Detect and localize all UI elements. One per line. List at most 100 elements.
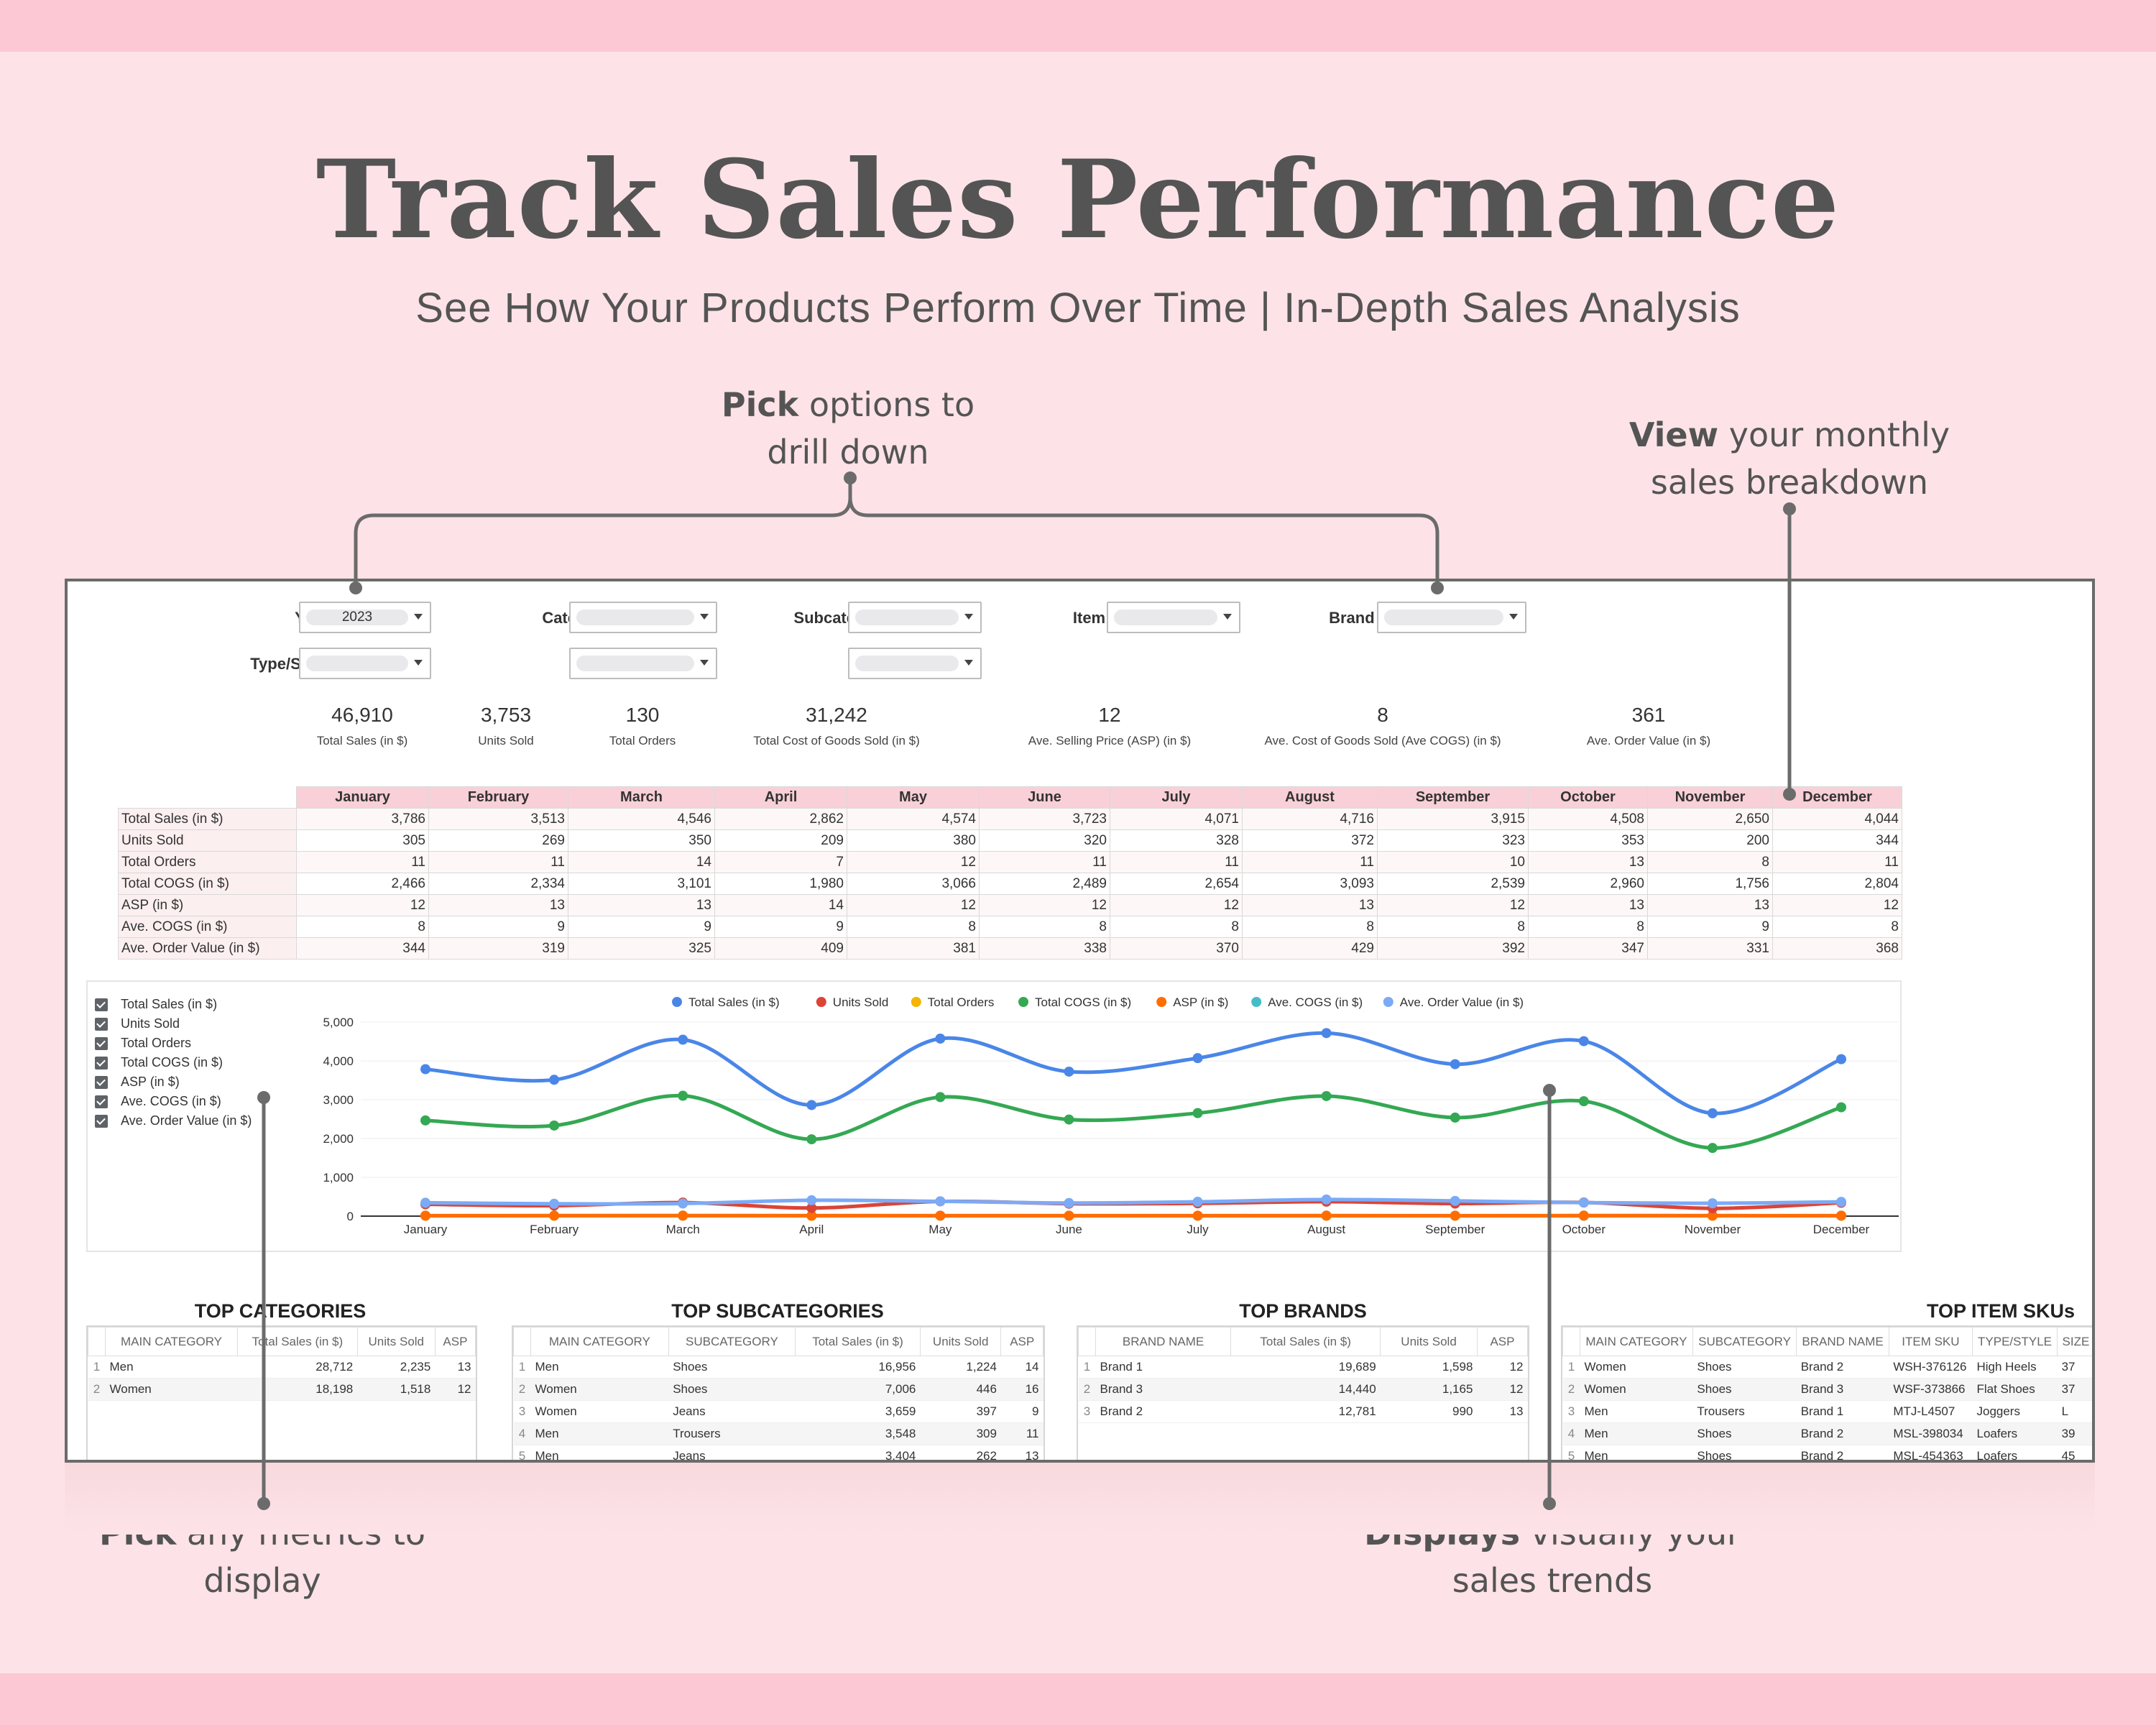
row-index: 5 — [1562, 1445, 1580, 1460]
metric-checkbox[interactable]: Ave. COGS (in $) — [95, 1092, 252, 1111]
select-value — [1384, 610, 1503, 625]
category-select[interactable] — [569, 602, 717, 633]
column-header: MAIN CATEGORY — [1580, 1327, 1693, 1356]
brand-name-select[interactable] — [1377, 602, 1526, 633]
table-cell: 1,518 — [357, 1378, 436, 1401]
select-value — [855, 610, 959, 625]
data-point — [935, 1092, 946, 1103]
table-cell: 10 — [1377, 851, 1529, 873]
callout-text: your monthly — [1718, 415, 1950, 454]
metric-checkbox[interactable]: Total Sales (in $) — [95, 995, 252, 1014]
column-header: Total Sales (in $) — [1230, 1327, 1381, 1356]
table-cell: 13 — [568, 894, 715, 916]
size-select[interactable] — [569, 648, 717, 679]
data-point — [1321, 1028, 1332, 1039]
series-line — [425, 1197, 1842, 1206]
table-row: Total COGS (in $) 2,466 2,334 3,101 1,980 3,0… — [118, 873, 1902, 895]
data-point — [549, 1075, 560, 1085]
table-cell: Jeans — [668, 1445, 796, 1460]
table-cell: Bla — [2094, 1401, 2095, 1423]
table-cell: 8 — [1377, 916, 1529, 938]
top-item-skus-table-wrap: MAIN CATEGORY SUBCATEGORY BRAND NAME ITEM S… — [1561, 1325, 2095, 1460]
top-subcategories-table: MAIN CATEGORY SUBCATEGORY Total Sales (in … — [513, 1327, 1044, 1460]
checkbox-checked-icon[interactable] — [95, 1114, 108, 1128]
data-point — [1578, 1036, 1589, 1046]
table-cell: Brand 2 — [1796, 1445, 1889, 1460]
row-label: Total Orders — [118, 851, 297, 873]
checkbox-checked-icon[interactable] — [95, 1075, 108, 1089]
legend-swatch — [911, 997, 921, 1007]
checkbox-checked-icon[interactable] — [95, 1056, 108, 1070]
callout-text: display — [203, 1561, 321, 1600]
year-select[interactable]: 2023 — [299, 602, 431, 633]
table-cell: Men — [530, 1422, 669, 1445]
headline: Track Sales Performance — [315, 137, 1841, 263]
data-point — [935, 1210, 946, 1221]
row-label: ASP (in $) — [118, 894, 297, 916]
table-cell: 3,093 — [1242, 873, 1378, 895]
table-row: 2 Brand 3 14,440 1,165 12 — [1078, 1378, 1528, 1401]
table-cell: Men — [530, 1445, 669, 1460]
top-categories-title: TOP CATEGORIES — [194, 1300, 367, 1322]
table-cell: 309 — [920, 1422, 1001, 1445]
table-row: 2 Women Shoes Brand 3 WSF-373866 Flat Shoes 37… — [1562, 1378, 2092, 1401]
table-row: 3 Brand 2 12,781 990 13 — [1078, 1400, 1528, 1423]
metric-checkbox[interactable]: Total COGS (in $) — [95, 1053, 252, 1072]
type-style-select[interactable] — [299, 648, 431, 679]
column-header: SUBCATEGORY — [1692, 1327, 1797, 1356]
item-sku-select[interactable] — [1107, 602, 1240, 633]
subcategory-select[interactable] — [848, 602, 982, 633]
table-cell: 3,404 — [795, 1445, 921, 1460]
table-cell: Women — [105, 1378, 238, 1401]
y-tick-label: 5,000 — [323, 1016, 354, 1029]
metric-checkbox[interactable]: Ave. Order Value (in $) — [95, 1111, 252, 1131]
table-cell: Shoes — [1692, 1422, 1797, 1445]
data-point — [1836, 1102, 1846, 1113]
checkbox-checked-icon[interactable] — [95, 998, 108, 1011]
table-cell: 16,956 — [795, 1356, 921, 1379]
table-cell: Women — [530, 1400, 669, 1423]
table-row: 5 Men Jeans 3,404 262 13 — [513, 1445, 1044, 1460]
table-cell: 12,781 — [1230, 1400, 1381, 1423]
table-header-row: MAIN CATEGORY SUBCATEGORY Total Sales (in … — [513, 1327, 1044, 1356]
column-header: ASP — [1000, 1327, 1044, 1356]
metric-checkbox-label: Total COGS (in $) — [121, 1055, 224, 1070]
month-header: August — [1242, 786, 1378, 809]
table-cell: 37 — [2057, 1378, 2092, 1401]
kpi-label: Ave. Order Value (in $) — [1586, 734, 1711, 748]
table-cell: 328 — [1110, 829, 1243, 852]
table-cell: 12 — [847, 894, 980, 916]
table-cell: MSL-398034 — [1889, 1422, 1973, 1445]
table-cell: 3,548 — [795, 1422, 921, 1445]
checkbox-checked-icon[interactable] — [95, 1036, 108, 1050]
checkbox-checked-icon[interactable] — [95, 1017, 108, 1031]
table-cell: Brand 3 — [1796, 1378, 1889, 1401]
metric-checkbox[interactable]: ASP (in $) — [95, 1072, 252, 1092]
table-cell: 8 — [1110, 916, 1243, 938]
checkbox-checked-icon[interactable] — [95, 1095, 108, 1108]
table-cell: 2,489 — [979, 873, 1110, 895]
data-point — [549, 1120, 560, 1131]
color-select[interactable] — [848, 648, 982, 679]
table-cell: L — [2057, 1400, 2092, 1423]
data-point — [1707, 1108, 1718, 1118]
table-cell: Men — [105, 1356, 238, 1379]
table-cell: Shoes — [668, 1356, 796, 1379]
sales-trend-chart-panel: Total Sales (in $) Units Sold Total Orders… — [86, 980, 1902, 1252]
legend-label: Total Orders — [928, 995, 995, 1009]
table-cell: Trousers — [1692, 1400, 1797, 1423]
x-tick-label: January — [404, 1223, 448, 1236]
month-header: September — [1377, 786, 1529, 809]
data-point — [678, 1090, 688, 1101]
data-point — [1064, 1210, 1074, 1221]
table-cell: MSL-454363 — [1889, 1445, 1973, 1460]
select-value — [576, 610, 694, 625]
table-cell: 28,712 — [237, 1356, 358, 1379]
data-point — [1707, 1143, 1718, 1154]
metric-checkbox[interactable]: Total Orders — [95, 1034, 252, 1053]
metric-checkbox-list: Total Sales (in $) Units Sold Total Orders… — [95, 995, 252, 1131]
column-header: Total Sales (in $) — [237, 1327, 358, 1356]
column-header: ITEM SKU — [1888, 1327, 1973, 1356]
metric-checkbox[interactable]: Units Sold — [95, 1014, 252, 1034]
table-cell: 368 — [1772, 937, 1902, 960]
